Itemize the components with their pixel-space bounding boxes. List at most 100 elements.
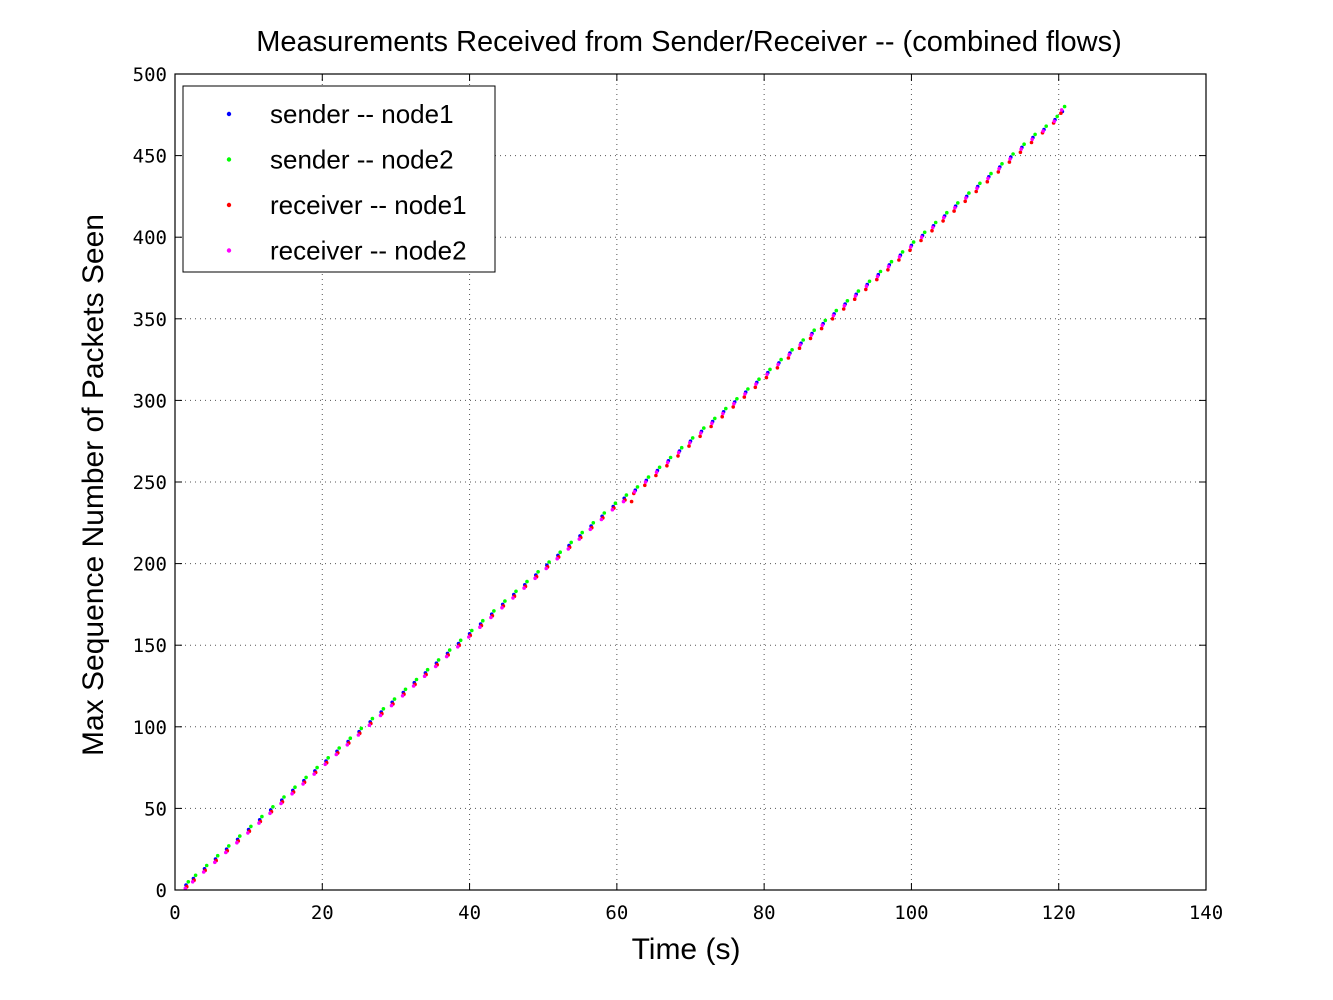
data-point [779, 357, 783, 362]
data-point [326, 756, 331, 760]
data-point [989, 171, 993, 176]
data-point [724, 406, 728, 411]
data-point [922, 230, 927, 235]
data-point [370, 716, 375, 721]
data-point [665, 463, 669, 468]
data-point [889, 259, 894, 264]
data-point [301, 782, 305, 786]
data-point [1062, 104, 1067, 109]
data-point [1055, 114, 1059, 119]
data-point [389, 703, 394, 708]
data-point [577, 537, 582, 541]
data-point [735, 397, 739, 401]
data-point [710, 421, 714, 426]
data-point [378, 713, 383, 718]
data-point [676, 450, 681, 455]
data-point [1059, 111, 1063, 115]
data-point [746, 387, 750, 391]
data-point [359, 726, 364, 731]
data-point [315, 765, 319, 770]
data-point [830, 317, 835, 321]
data-point [974, 189, 978, 194]
data-point [867, 279, 872, 284]
data-point [963, 199, 967, 204]
data-point [588, 527, 593, 532]
data-point [875, 274, 880, 279]
data-point [852, 297, 857, 302]
data-point [334, 752, 339, 757]
data-points [183, 104, 1067, 891]
data-point [470, 628, 474, 633]
data-point [812, 328, 816, 333]
data-point [819, 326, 824, 331]
data-point [444, 654, 449, 659]
data-point [422, 674, 427, 678]
data-point [742, 395, 747, 399]
data-point [624, 493, 629, 497]
data-point [654, 470, 659, 475]
data-point [348, 736, 353, 740]
data-point [621, 499, 626, 504]
data-point [414, 677, 419, 682]
data-point [260, 814, 264, 819]
data-point [764, 375, 769, 380]
data-point [367, 723, 372, 727]
x-tick-label: 40 [458, 902, 481, 924]
data-point [1008, 157, 1012, 161]
data-point [953, 206, 957, 210]
data-point [886, 268, 890, 272]
data-point [809, 333, 814, 337]
data-point [1019, 147, 1023, 151]
data-point [643, 480, 648, 484]
data-point [447, 648, 452, 652]
data-point [690, 436, 695, 440]
data-point [897, 254, 902, 259]
data-point [831, 313, 836, 318]
data-point [886, 264, 891, 269]
y-tick-label: 250 [133, 472, 167, 494]
data-point [249, 824, 253, 829]
data-point [544, 566, 548, 571]
legend-label: sender -- node1 [270, 99, 454, 129]
data-point [558, 550, 562, 554]
data-point [1018, 150, 1023, 155]
data-point [1000, 162, 1004, 166]
data-point [1029, 140, 1034, 145]
data-point [823, 318, 828, 323]
data-point [456, 645, 460, 649]
data-point [1033, 132, 1037, 137]
data-point [897, 258, 901, 262]
data-point [713, 416, 717, 421]
data-point [808, 336, 813, 341]
legend-marker [226, 202, 232, 208]
data-point [1059, 108, 1064, 112]
data-point [522, 586, 526, 590]
y-tick-label: 150 [133, 635, 167, 657]
data-point [312, 772, 317, 776]
legend: sender -- node1 sender -- node2 receiver -… [182, 85, 496, 273]
data-point [411, 684, 416, 688]
data-point [433, 664, 438, 669]
data-point [201, 870, 206, 874]
y-tick-label: 450 [133, 146, 167, 168]
data-point [753, 385, 758, 390]
data-point [193, 873, 198, 878]
data-point [492, 609, 496, 613]
data-point [964, 196, 968, 200]
x-tick-label: 140 [1189, 902, 1223, 924]
data-point [629, 499, 634, 504]
data-point [257, 821, 261, 825]
data-point [271, 805, 275, 809]
legend-entry: receiver -- node1 [226, 190, 467, 220]
data-point [786, 356, 791, 360]
x-axis-label: Time (s) [632, 933, 741, 966]
data-point [392, 697, 397, 701]
data-point [911, 240, 916, 244]
data-point [599, 517, 604, 522]
chart-title: Measurements Received from Sender/Receiv… [256, 26, 1121, 58]
data-point [698, 434, 702, 439]
data-point [790, 348, 794, 352]
data-point [580, 530, 584, 535]
data-point [820, 323, 825, 328]
data-point [919, 238, 923, 243]
